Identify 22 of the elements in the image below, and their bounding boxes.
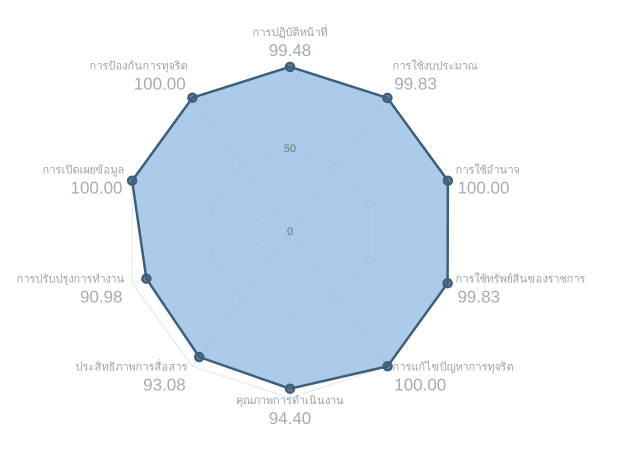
data-label: 100.00 xyxy=(394,375,446,394)
spoke-label: การปฏิบัติหน้าที่ xyxy=(252,24,328,39)
spoke-label: การปรับปรุงการทำงาน xyxy=(16,272,125,286)
spoke-label: การเปิดเผยข้อมูล xyxy=(42,164,125,177)
data-label: 100.00 xyxy=(134,74,186,94)
data-label: 99.83 xyxy=(457,287,500,306)
y-tick-label: 0 xyxy=(286,226,294,238)
y-tick-label: 50 xyxy=(284,143,296,155)
data-label: 93.08 xyxy=(143,375,186,394)
spoke-label: คุณภาพการดำเนินงาน xyxy=(236,394,344,407)
spoke-label: ประสิทธิภาพการสื่อสาร xyxy=(76,358,188,374)
data-label: 90.98 xyxy=(80,287,123,306)
spoke-label: การใช้งบประมาณ xyxy=(392,60,478,73)
data-label: 99.83 xyxy=(394,74,437,94)
spoke-label: การใช้ทรัพย์สินของราชการ xyxy=(455,272,586,286)
data-label: 100.00 xyxy=(70,178,123,198)
spoke-label: การป้องกันการทุจริต xyxy=(90,60,188,73)
data-label: 100.00 xyxy=(457,178,510,198)
data-label: 99.48 xyxy=(268,41,312,60)
spoke-label: การแก้ไขปัญหาการทุจริต xyxy=(392,360,514,374)
spoke-label: การใช้อำนาจ xyxy=(455,164,520,177)
data-label: 94.40 xyxy=(268,409,312,428)
